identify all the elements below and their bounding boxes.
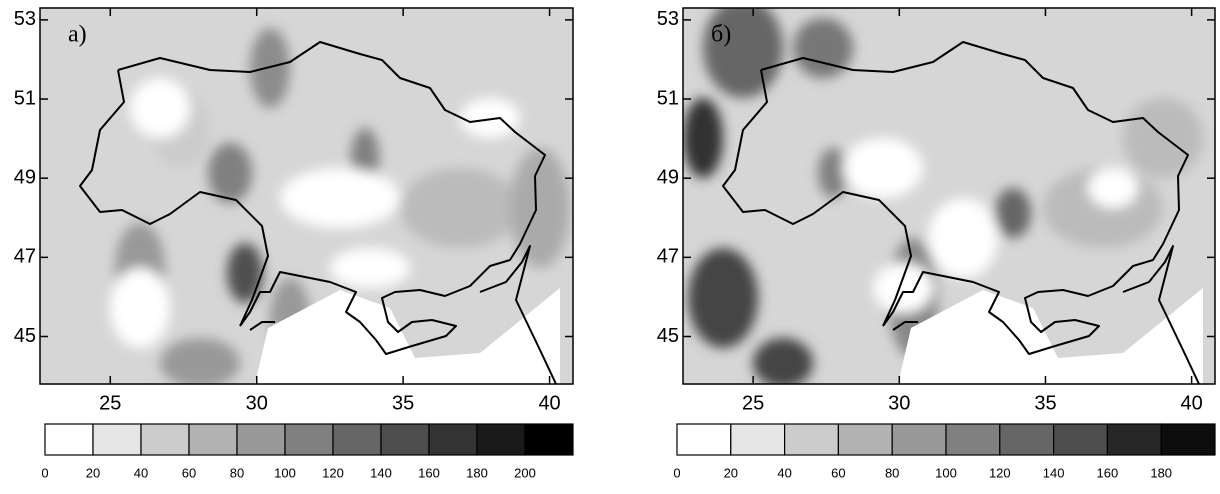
colorbar-label: 180 xyxy=(466,465,488,480)
shade xyxy=(688,248,758,348)
colorbar-label: 20 xyxy=(724,465,738,480)
shade xyxy=(703,8,783,98)
shade xyxy=(227,243,263,303)
colorbar-box xyxy=(476,423,526,456)
shading xyxy=(110,28,570,384)
sea xyxy=(255,288,560,384)
colorbar-label: 0 xyxy=(673,465,680,480)
sea xyxy=(898,288,1203,384)
y-tick-label: 53 xyxy=(657,8,679,30)
colorbar-label: 160 xyxy=(1097,465,1119,480)
shade xyxy=(1088,168,1138,208)
colorbar-box xyxy=(332,423,382,456)
colorbar-label: 160 xyxy=(418,465,440,480)
shade xyxy=(110,268,170,348)
shade xyxy=(510,148,570,268)
x-tick-label: 25 xyxy=(99,392,121,414)
colorbar-box xyxy=(676,423,732,456)
shade xyxy=(330,248,410,288)
shade xyxy=(818,148,848,198)
y-tick-label: 49 xyxy=(657,166,679,188)
colorbar-box xyxy=(524,423,574,456)
colorbar-label: 0 xyxy=(41,465,48,480)
colorbar-label: 40 xyxy=(777,465,791,480)
colorbar-box xyxy=(1052,423,1108,456)
colorbar-box xyxy=(1160,423,1216,456)
colorbar-label: 120 xyxy=(322,465,344,480)
colorbar-label: 80 xyxy=(230,465,244,480)
y-tick-label: 51 xyxy=(657,87,679,109)
colorbar-box xyxy=(92,423,142,456)
colorbar-label: 60 xyxy=(182,465,196,480)
y-tick-label: 47 xyxy=(657,246,679,268)
x-tick-label: 40 xyxy=(538,392,560,414)
colorbar-label: 60 xyxy=(831,465,845,480)
y-tick-label: 47 xyxy=(14,246,36,268)
x-tick-label: 25 xyxy=(742,392,764,414)
shade xyxy=(683,98,723,178)
shade xyxy=(208,143,252,203)
shade xyxy=(130,78,190,138)
shade xyxy=(160,338,240,384)
colorbar-box xyxy=(1106,423,1162,456)
colorbar-label: 180 xyxy=(1150,465,1172,480)
y-tick-label: 45 xyxy=(657,325,679,347)
colorbar-label: 100 xyxy=(274,465,296,480)
colorbar-box xyxy=(140,423,190,456)
x-tick-label: 35 xyxy=(1034,392,1056,414)
colorbar-label: 100 xyxy=(935,465,957,480)
y-tick-label: 45 xyxy=(14,325,36,347)
y-tick-label: 49 xyxy=(14,166,36,188)
x-tick-label: 30 xyxy=(246,392,268,414)
colorbar-box xyxy=(380,423,430,456)
y-tick-label: 53 xyxy=(14,8,36,30)
panel-label: а) xyxy=(68,22,87,48)
shade xyxy=(280,168,400,228)
map-panel xyxy=(683,8,1215,384)
shade xyxy=(753,338,813,384)
map-panel xyxy=(40,8,573,384)
frame xyxy=(682,7,1216,385)
shade xyxy=(928,198,998,278)
shade xyxy=(843,138,923,198)
colorbar-box xyxy=(891,423,947,456)
shading xyxy=(683,8,1203,384)
colorbar-box xyxy=(284,423,334,456)
shade xyxy=(793,18,853,78)
colorbar-label: 140 xyxy=(370,465,392,480)
colorbar-label: 20 xyxy=(86,465,100,480)
x-tick-label: 35 xyxy=(392,392,414,414)
shade xyxy=(995,188,1031,238)
colorbar-label: 40 xyxy=(134,465,148,480)
colorbar-box xyxy=(999,423,1055,456)
colorbar-box xyxy=(945,423,1001,456)
x-tick-label: 40 xyxy=(1180,392,1202,414)
x-tick-label: 30 xyxy=(888,392,910,414)
shade xyxy=(1123,98,1203,178)
shade xyxy=(460,98,520,138)
colorbar-box xyxy=(428,423,478,456)
shade xyxy=(873,263,933,313)
shade xyxy=(400,168,520,248)
colorbar-label: 120 xyxy=(989,465,1011,480)
colorbar-label: 80 xyxy=(885,465,899,480)
colorbar-box xyxy=(837,423,893,456)
colorbar-box xyxy=(44,423,94,456)
frame xyxy=(39,7,574,385)
colorbar-label: 200 xyxy=(514,465,536,480)
colorbar-box xyxy=(236,423,286,456)
panel-label: б) xyxy=(711,22,731,48)
colorbar-box xyxy=(783,423,839,456)
colorbar-label: 140 xyxy=(1043,465,1065,480)
colorbar-box xyxy=(188,423,238,456)
colorbar-box xyxy=(730,423,786,456)
y-tick-label: 51 xyxy=(14,87,36,109)
